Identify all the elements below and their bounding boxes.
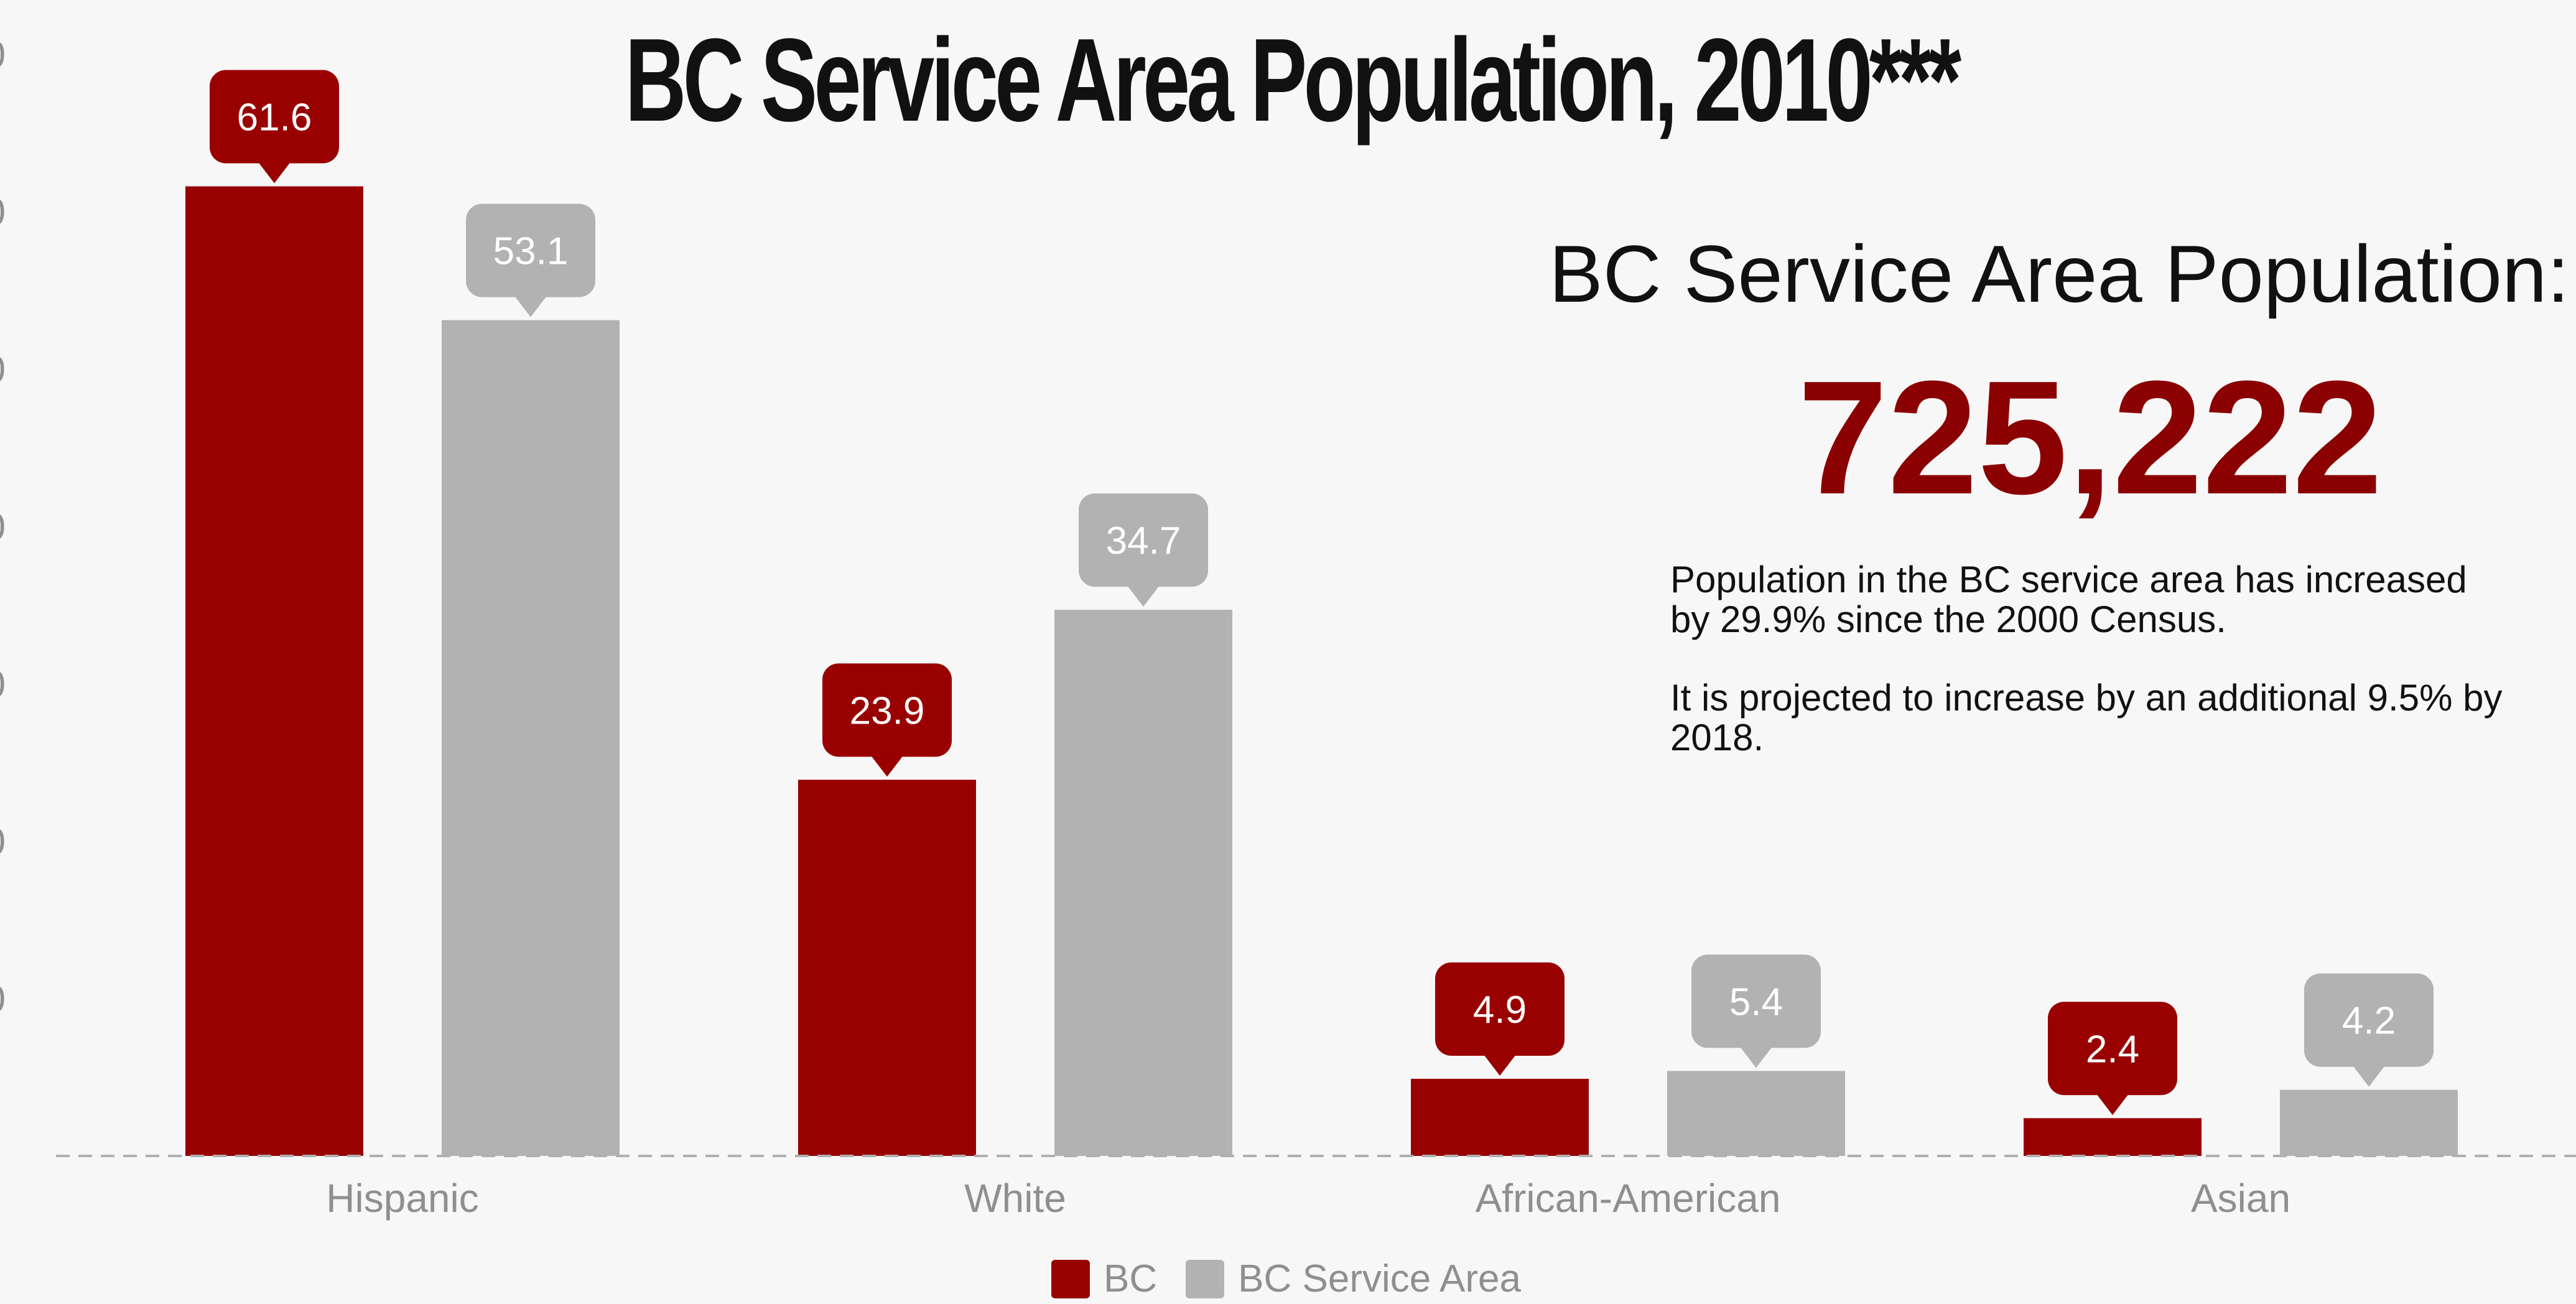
legend-label-bc-service-area: BC Service Area	[1238, 1257, 1521, 1300]
legend-label-bc: BC	[1104, 1257, 1158, 1300]
data-label: 5.4	[1729, 980, 1783, 1023]
data-label-bubble	[822, 663, 952, 757]
chart-title: BC Service Area Population, 2010***	[625, 14, 1961, 146]
data-label-pointer	[2096, 1094, 2129, 1115]
data-label-pointer	[1740, 1046, 1772, 1068]
bar	[442, 320, 620, 1156]
legend-item-bc: BC	[1051, 1257, 1157, 1301]
y-tick-label: 60	[0, 191, 6, 234]
data-label-pointer	[514, 296, 547, 317]
x-category-label: Asian	[2191, 1176, 2290, 1221]
data-label: 34.7	[1106, 519, 1181, 562]
data-label: 23.9	[850, 689, 925, 732]
data-label-pointer	[871, 755, 903, 777]
population-growth-note: Population in the BC service area has in…	[1670, 559, 2467, 640]
x-category-label: White	[964, 1176, 1066, 1221]
data-label-bubble	[1435, 962, 1565, 1056]
y-tick-label: 30	[0, 663, 6, 706]
data-label: 2.4	[2086, 1028, 2139, 1071]
bar	[1667, 1071, 1845, 1156]
legend-swatch-bc-service-area	[1186, 1259, 1225, 1298]
population-projection-note: It is projected to increase by an additi…	[1670, 677, 2503, 758]
data-label-bubble	[2048, 1002, 2177, 1096]
bar	[1054, 610, 1232, 1156]
data-label: 4.9	[1473, 989, 1527, 1032]
legend-swatch-bc	[1051, 1259, 1090, 1298]
population-heading: BC Service Area Population:	[1549, 228, 2570, 319]
bar	[2280, 1089, 2458, 1156]
data-label-bubble	[1079, 493, 1208, 587]
x-category-label: African-American	[1476, 1176, 1781, 1221]
data-label-pointer	[2353, 1065, 2385, 1087]
data-label: 53.1	[493, 230, 569, 273]
y-tick-label: 70	[0, 34, 6, 77]
bar	[2024, 1118, 2202, 1156]
data-label: 4.2	[2342, 1000, 2396, 1043]
bar	[1411, 1079, 1589, 1156]
data-label-bubble	[210, 70, 339, 164]
y-tick-label: 20	[0, 821, 6, 864]
legend-item-bc-service-area: BC Service Area	[1186, 1257, 1521, 1301]
x-category-label: Hispanic	[326, 1176, 478, 1221]
bar	[798, 780, 976, 1156]
data-label-pointer	[1484, 1055, 1516, 1076]
population-number: 725,222	[1798, 348, 2383, 528]
data-label: 61.6	[237, 96, 312, 139]
bar	[185, 186, 363, 1156]
data-label-bubble	[2304, 973, 2434, 1067]
chart-legend: BC BC Service Area	[1051, 1257, 1550, 1301]
data-label-pointer	[258, 162, 291, 184]
data-label-bubble	[1691, 954, 1821, 1048]
data-label-pointer	[1127, 585, 1160, 607]
y-tick-label: 10	[0, 978, 6, 1021]
y-tick-label: 40	[0, 506, 6, 549]
y-tick-label: 50	[0, 348, 6, 391]
data-label-bubble	[466, 203, 595, 297]
